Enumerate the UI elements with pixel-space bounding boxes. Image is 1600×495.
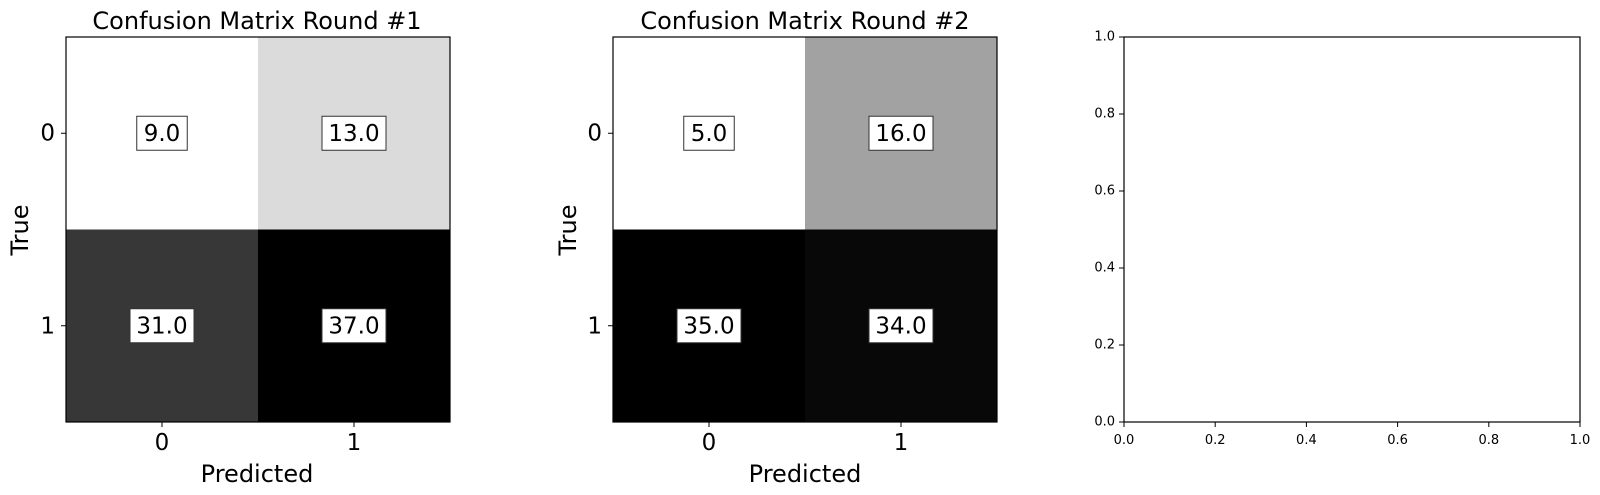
axis-ticks: 0.0 0.2 0.4 0.6 0.8 1.0 0.0 0.2 0.4 0.6 0.8 1.0 — [1094, 30, 1590, 449]
y-tick-label-1: 1 — [587, 314, 602, 340]
y-tick-label-1: 1 — [40, 314, 55, 340]
x-tick-label-0: 0.0 — [1114, 433, 1135, 448]
axis-ticks — [608, 132, 902, 427]
chart-title: Confusion Matrix Round #1 — [92, 7, 421, 35]
confusion-matrix-round-2: Confusion Matrix Round #2 5.0 16.0 35.0 34.… — [554, 7, 998, 488]
y-tick-label-5: 1.0 — [1094, 30, 1115, 45]
x-axis-label: Predicted — [201, 460, 314, 488]
cell-label-box-1-1 — [321, 308, 387, 344]
cell-value-1-0: 35.0 — [683, 313, 734, 339]
y-tick-label-0: 0 — [40, 121, 55, 147]
y-tick-label-4: 0.8 — [1094, 107, 1115, 122]
cell-label-box-1-0 — [129, 308, 195, 344]
cell-value-0-1: 16.0 — [875, 121, 926, 147]
cell-label-box-0-1 — [868, 115, 934, 151]
heatmap-cells: 5.0 16.0 35.0 34.0 — [613, 37, 998, 423]
y-tick-label-0: 0.0 — [1094, 415, 1115, 430]
y-tick-label-2: 0.4 — [1094, 261, 1115, 276]
cell-label-box-0-0 — [683, 115, 735, 151]
y-axis-label: True — [554, 205, 582, 257]
x-tick-label-5: 1.0 — [1570, 433, 1591, 448]
confusion-matrix-round-1: Confusion Matrix Round #1 9.0 13.0 31.0 37.… — [6, 7, 451, 488]
y-axis-label: True — [6, 205, 34, 257]
plot-frame — [612, 36, 998, 423]
cell-value-1-1: 34.0 — [875, 313, 926, 339]
x-tick-label-1: 1 — [894, 430, 909, 456]
x-tick-label-0: 0 — [702, 430, 717, 456]
x-tick-label-4: 0.8 — [1478, 433, 1499, 448]
cell-label-box-0-1 — [321, 115, 387, 151]
cell-value-0-0: 9.0 — [144, 121, 181, 147]
x-tick-label-1: 0.2 — [1205, 433, 1226, 448]
cell-label-box-1-1 — [868, 308, 934, 344]
chart-title: Confusion Matrix Round #2 — [640, 7, 969, 35]
axis-ticks — [61, 132, 355, 427]
cell-value-1-0: 31.0 — [136, 313, 187, 339]
y-tick-label-0: 0 — [587, 121, 602, 147]
cell-label-box-1-0 — [676, 308, 742, 344]
cell-value-0-0: 5.0 — [691, 121, 728, 147]
plot-frame — [65, 36, 451, 423]
cell-value-0-1: 13.0 — [328, 121, 379, 147]
x-tick-label-3: 0.6 — [1387, 433, 1408, 448]
x-axis-label: Predicted — [749, 460, 862, 488]
heatmap-cells: 9.0 13.0 31.0 37.0 — [66, 37, 451, 423]
cell-value-1-1: 37.0 — [328, 313, 379, 339]
y-tick-label-3: 0.6 — [1094, 184, 1115, 199]
x-tick-label-0: 0 — [155, 430, 170, 456]
empty-axes: 0.0 0.2 0.4 0.6 0.8 1.0 0.0 0.2 0.4 0.6 0.8 1.0 — [1094, 30, 1590, 449]
x-tick-label-2: 0.4 — [1296, 433, 1317, 448]
x-tick-label-1: 1 — [347, 430, 362, 456]
cell-label-box-0-0 — [136, 115, 188, 151]
y-tick-label-1: 0.2 — [1094, 338, 1115, 353]
plot-frame — [1123, 36, 1581, 423]
